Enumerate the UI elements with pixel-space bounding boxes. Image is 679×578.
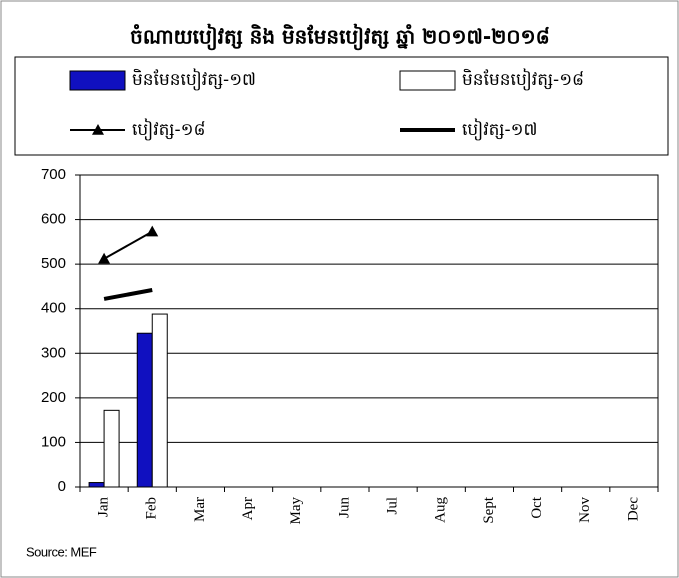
bar bbox=[103, 409, 120, 488]
x-tick-label: Oct bbox=[529, 496, 545, 518]
y-tick-label: 700 bbox=[41, 166, 66, 183]
x-tick-label: Jul bbox=[385, 497, 401, 515]
y-tick-label: 100 bbox=[41, 433, 66, 450]
x-tick-label: Feb bbox=[144, 497, 160, 520]
y-tick-label: 500 bbox=[41, 255, 66, 272]
y-tick-label: 400 bbox=[41, 300, 66, 317]
y-tick-label: 200 bbox=[41, 389, 66, 406]
marker bbox=[146, 225, 159, 237]
line bbox=[103, 230, 153, 260]
source: Source: MEF bbox=[26, 544, 97, 559]
x-tick-label: Dec bbox=[625, 497, 641, 521]
x-tick-label: Mar bbox=[192, 497, 208, 522]
bar bbox=[88, 482, 105, 488]
x-tick-label: Sept bbox=[481, 496, 497, 524]
legend-swatch bbox=[69, 70, 126, 91]
legend-label: មិនមែនបៀវត្ស-១៧ bbox=[132, 68, 256, 91]
x-tick-label: Aug bbox=[433, 497, 449, 523]
legend-box bbox=[14, 56, 669, 156]
x-tick-label: Jan bbox=[96, 497, 112, 517]
x-tick-label: May bbox=[288, 497, 304, 525]
y-tick-label: 300 bbox=[41, 344, 66, 361]
chart-title: ចំណាយបៀវត្ស និង មិនមែនបៀវត្ស ឆ្នាំ ២០១៧-… bbox=[130, 24, 550, 51]
legend-label: មិនមែនបៀវត្ស-១៨ bbox=[462, 68, 584, 91]
bar bbox=[136, 332, 153, 488]
x-tick-label: Nov bbox=[577, 497, 593, 523]
x-tick-label: Jun bbox=[336, 497, 352, 518]
x-tick-label: Apr bbox=[240, 497, 256, 520]
legend-label: បៀវត្ស-១៨ bbox=[132, 118, 206, 141]
bar bbox=[151, 313, 168, 488]
y-tick-label: 600 bbox=[41, 211, 66, 228]
y-tick-label: 0 bbox=[58, 478, 66, 495]
marker bbox=[98, 252, 111, 264]
legend-marker bbox=[92, 124, 104, 135]
line bbox=[103, 288, 153, 301]
legend-swatch bbox=[399, 70, 456, 91]
legend-label: បៀវត្ស-១៧ bbox=[462, 118, 537, 141]
